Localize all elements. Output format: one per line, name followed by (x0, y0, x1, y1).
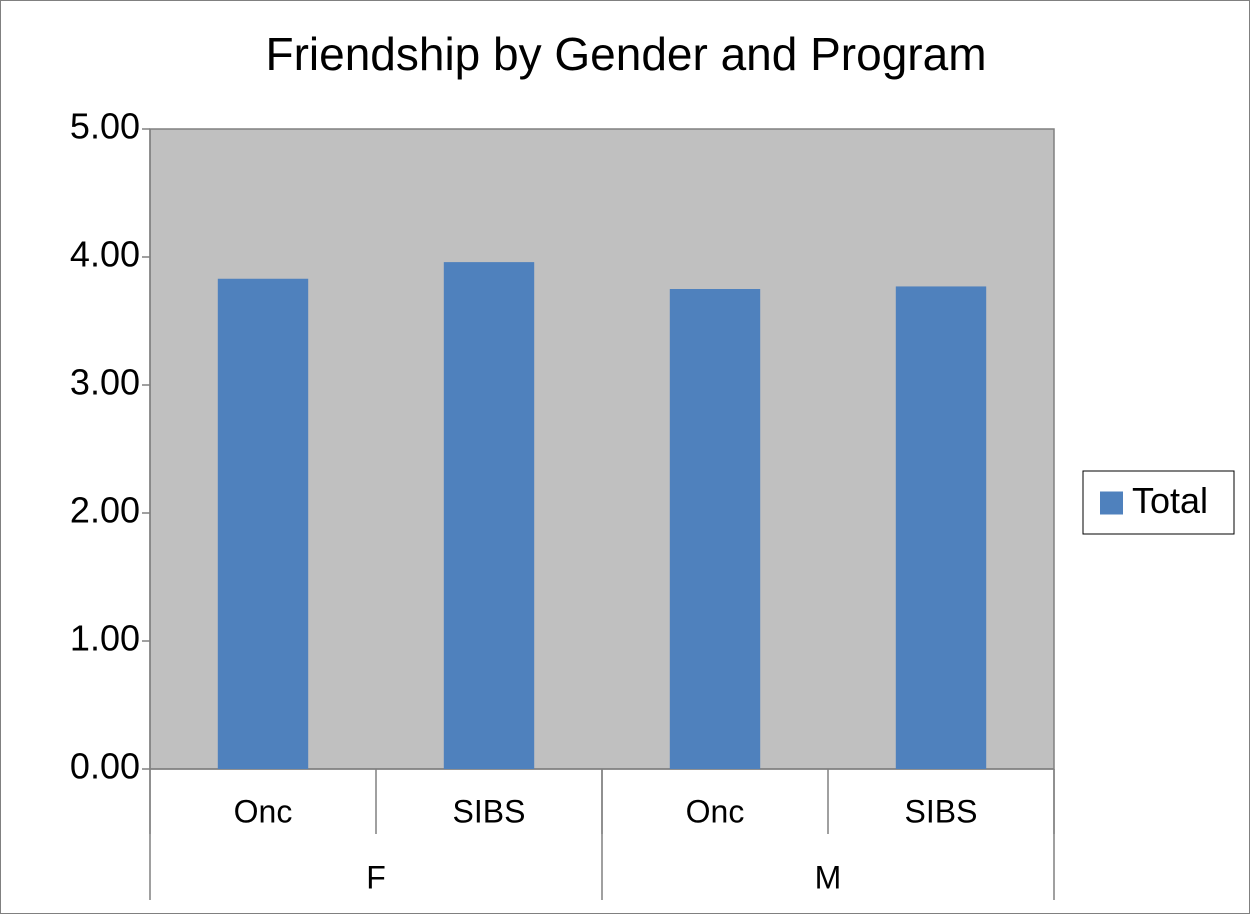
x-tick-label: Onc (234, 793, 293, 829)
y-tick-label: 3.00 (70, 362, 140, 403)
y-tick-label: 2.00 (70, 490, 140, 531)
x-tick-label: SIBS (453, 793, 526, 829)
group-label: F (366, 859, 386, 895)
legend-label: Total (1132, 480, 1208, 521)
y-tick-label: 5.00 (70, 106, 140, 147)
x-tick-label: SIBS (905, 793, 978, 829)
legend-swatch (1100, 491, 1123, 515)
chart-title: Friendship by Gender and Program (265, 28, 986, 80)
bar (669, 289, 761, 769)
x-tick-label: Onc (686, 793, 745, 829)
y-tick-label: 1.00 (70, 618, 140, 659)
bar (895, 286, 987, 769)
bar (217, 278, 309, 769)
bar (443, 262, 535, 769)
y-tick-label: 4.00 (70, 234, 140, 275)
group-label: M (815, 859, 842, 895)
y-tick-label: 0.00 (70, 746, 140, 787)
